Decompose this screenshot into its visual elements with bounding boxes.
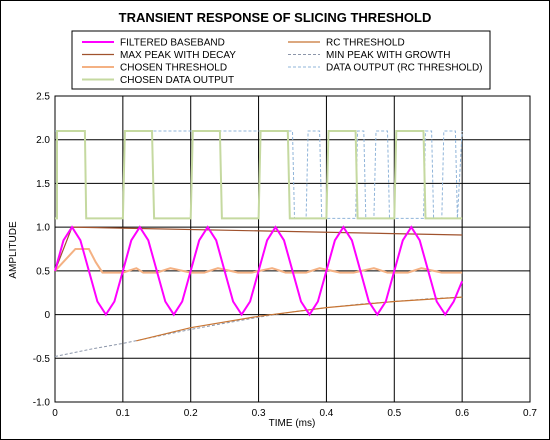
plot-area [54, 95, 531, 403]
series-line-filtered-baseband [54, 225, 464, 317]
x-tick-label: 0 [52, 408, 58, 419]
axes: -1.0 -0.5 0 0.5 1.0 1.5 2.0 2.5 0 0.1 0.2 0.3 0.4 0.5… [33, 92, 538, 420]
series-line-chosen-threshold [54, 248, 463, 274]
y-axis-label: AMPLITUDE [8, 221, 19, 279]
x-tick-label: 0.3 [252, 408, 266, 419]
legend-label-max-peak-with-decay: MAX PEAK WITH DECAY [120, 50, 236, 61]
x-tick-label: 0.6 [455, 408, 469, 419]
legend-box [71, 30, 491, 90]
y-tick-label: 0 [44, 310, 50, 321]
chart-title: TRANSIENT RESPONSE OF SLICING THRESHOLD [119, 10, 432, 25]
legend-label-chosen-data-output: CHOSEN DATA OUTPUT [120, 75, 234, 86]
legend-label-data-output-rc-threshold: DATA OUTPUT (RC THRESHOLD) [326, 63, 483, 74]
legend-label-filtered-baseband: FILTERED BASEBAND [120, 38, 225, 49]
y-tick-label: 1.0 [36, 223, 50, 234]
y-tick-label: 0.5 [36, 266, 50, 277]
series-line-data-output-rc-threshold [55, 130, 463, 219]
legend-label-rc-threshold: RC THRESHOLD [326, 38, 405, 49]
series-line-rc-threshold [136, 296, 463, 342]
y-tick-label: 2.0 [36, 135, 50, 146]
y-tick-label: -0.5 [33, 354, 51, 365]
x-tick-label: 0.4 [319, 408, 333, 419]
grid [54, 95, 531, 403]
x-tick-label: 0.7 [523, 408, 537, 419]
y-tick-label: -1.0 [33, 398, 51, 409]
legend-label-min-peak-with-growth: MIN PEAK WITH GROWTH [326, 50, 450, 61]
x-tick-label: 0.2 [184, 408, 198, 419]
y-tick-label: 2.5 [36, 92, 50, 103]
x-tick-label: 0.5 [387, 408, 401, 419]
series-line-chosen-data-output [55, 130, 463, 220]
series-group [54, 130, 464, 357]
legend-label-chosen-threshold: CHOSEN THRESHOLD [120, 63, 227, 74]
x-axis-label: TIME (ms) [269, 418, 316, 429]
series-line-min-peak-with-growth [54, 296, 463, 357]
y-tick-label: 1.5 [36, 179, 50, 190]
x-tick-label: 0.1 [116, 408, 130, 419]
